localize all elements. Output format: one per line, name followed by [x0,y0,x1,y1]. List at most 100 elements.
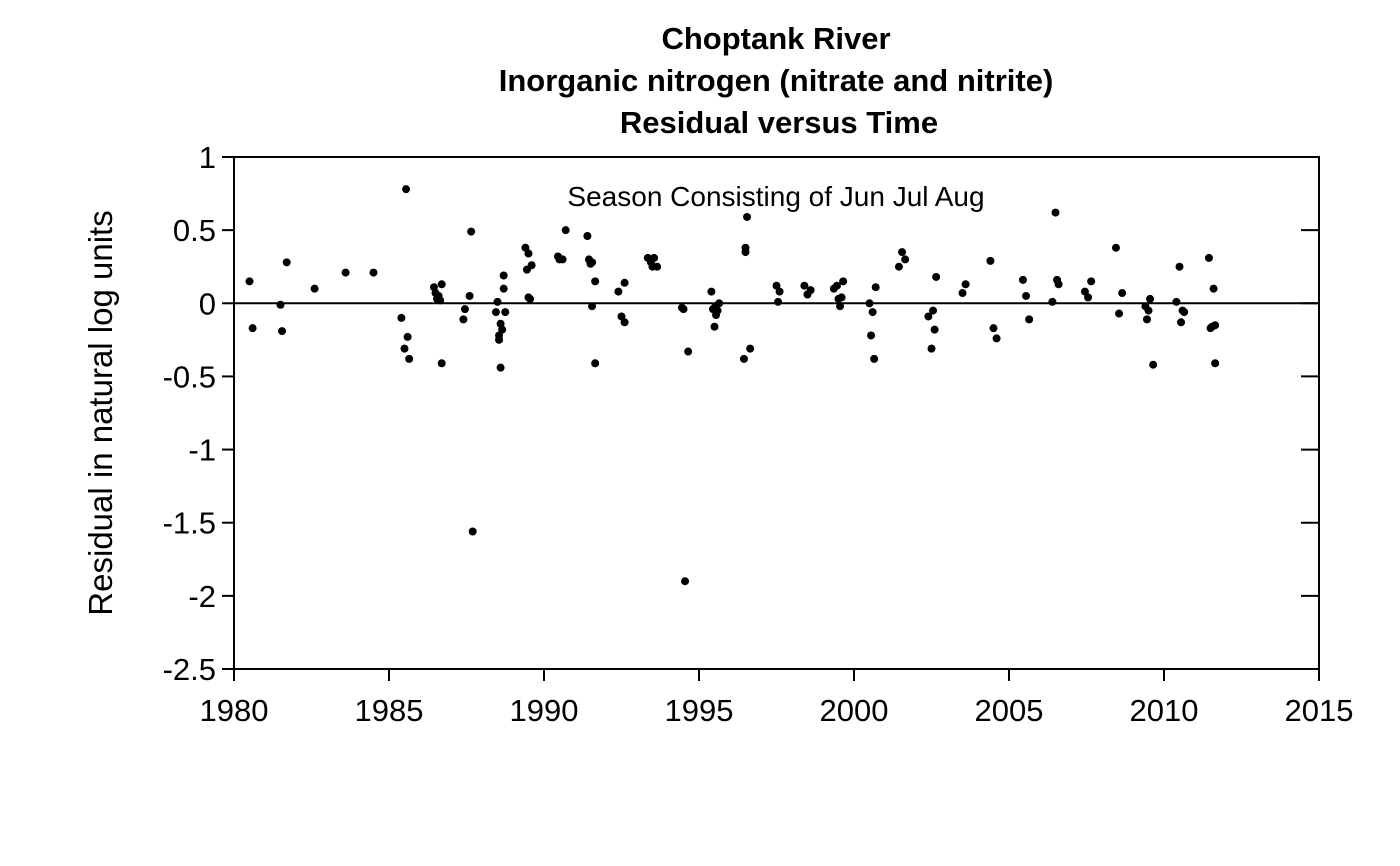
data-point [929,306,938,315]
data-point [1048,297,1057,306]
data-point [499,271,508,280]
data-point [558,255,567,264]
y-tick-label: 1 [199,140,216,175]
data-point [1149,360,1158,369]
y-tick-label: -2.5 [163,652,216,687]
data-point [710,322,719,331]
data-point [1211,359,1220,368]
data-point [684,347,693,356]
data-point [495,335,504,344]
data-point [1025,315,1034,324]
data-point [800,281,809,290]
data-point [1111,243,1120,252]
data-point [774,297,783,306]
data-point [402,185,411,194]
data-point [650,253,659,262]
data-point [836,302,845,311]
data-point [498,325,507,334]
data-point [775,287,784,296]
data-point [867,331,876,340]
data-point [806,286,815,295]
data-point [930,325,939,334]
data-point [865,299,874,308]
data-point [743,212,752,221]
data-point [898,248,907,257]
data-point [1204,253,1213,262]
x-tick-label: 2010 [1130,693,1199,728]
data-point [1118,289,1127,298]
data-point [524,249,533,258]
data-point [707,287,716,296]
data-point [1175,262,1184,271]
x-tick-label: 1990 [510,693,579,728]
data-point [901,255,910,264]
data-point [468,527,477,536]
data-point [932,272,941,281]
data-point [772,281,781,290]
data-point [958,289,967,298]
data-point [499,284,508,293]
x-tick-label: 1995 [665,693,734,728]
data-point [588,258,597,267]
data-point [739,354,748,363]
data-point [746,344,755,353]
data-point [832,281,841,290]
data-point [1054,280,1063,289]
data-point [1142,315,1151,324]
data-point [369,268,378,277]
y-tick-label: -1.5 [163,506,216,541]
data-point [527,261,536,270]
data-point [924,312,933,321]
data-point [403,332,412,341]
data-point [437,280,446,289]
data-point [1087,277,1096,286]
data-point [583,231,592,240]
data-point [679,305,688,314]
data-point [526,294,535,303]
chart-title-line-1: Choptank River [661,21,890,56]
data-point [591,277,600,286]
data-point [1022,291,1031,300]
data-point [989,324,998,333]
data-point [1211,321,1220,330]
data-point [1084,293,1093,302]
y-tick-label: 0 [199,286,216,321]
data-point [1177,318,1186,327]
season-annotation: Season Consisting of Jun Jul Aug [567,181,984,212]
x-tick-label: 2015 [1285,693,1354,728]
data-point [521,243,530,252]
data-point [715,299,724,308]
data-point [871,283,880,292]
data-point [341,268,350,277]
data-point [620,318,629,327]
data-point [681,577,690,586]
data-point [276,300,285,309]
data-point [986,256,995,265]
data-point [992,334,1001,343]
x-tick-label: 2005 [975,693,1044,728]
data-point [496,363,505,372]
data-point [617,312,626,321]
x-tick-label: 1980 [200,693,269,728]
data-point [1018,275,1027,284]
x-tick-label: 2000 [820,693,889,728]
data-point [614,287,623,296]
data-point [837,293,846,302]
y-tick-label: 0.5 [173,213,216,248]
axis-ticks: 1980 1985 1990 1995 2000 2005 2010 2015 1 0.5 0 -0.… [163,140,1354,728]
y-tick-label: -2 [188,579,216,614]
data-point [870,354,879,363]
data-point [310,284,319,293]
data-point [1146,294,1155,303]
data-point [741,248,750,257]
data-point [1172,297,1181,306]
data-point [961,280,970,289]
data-point [405,354,414,363]
data-point [1115,309,1124,318]
data-point [1180,308,1189,317]
data-point [437,359,446,368]
data-point [868,308,877,317]
data-point [653,262,662,271]
chart-title-line-2: Inorganic nitrogen (nitrate and nitrite) [499,63,1054,98]
